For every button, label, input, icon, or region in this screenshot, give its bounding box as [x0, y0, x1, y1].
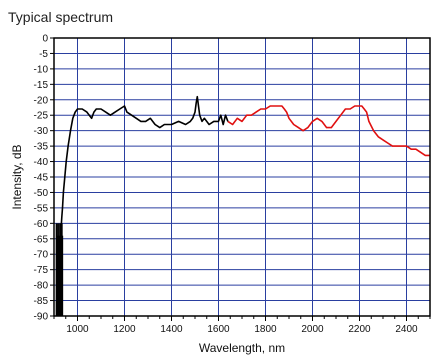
figure-heading: Typical spectrum [8, 9, 113, 25]
y-tick-label: -35 [34, 142, 49, 153]
x-tick-label: 1200 [113, 324, 136, 335]
x-axis-title: Wavelength, nm [199, 341, 285, 355]
y-tick-label: -85 [34, 296, 49, 307]
plot-area: 0 -5 -10 -15 -20 -25 -30 -35 -40 -45 -50 -55 -60 -65 -… [34, 34, 431, 335]
y-axis-title: Intensity, dB [10, 144, 24, 209]
y-tick-label: -25 [34, 111, 49, 122]
series-line-1 [57, 95, 229, 317]
y-tick-label: -50 [34, 188, 49, 199]
y-tick-label: -70 [34, 250, 49, 261]
y-tick-label: -45 [34, 173, 49, 184]
y-tick-label: -80 [34, 281, 49, 292]
x-tick-label: 1600 [207, 324, 230, 335]
x-tick-label: 2400 [395, 324, 418, 335]
x-tick-label: 2000 [301, 324, 324, 335]
y-tick-label: -15 [34, 80, 49, 91]
y-tick-label: -90 [34, 312, 49, 323]
y-tick-label: -5 [39, 49, 48, 60]
y-tick-label: -30 [34, 126, 49, 137]
y-tick-label: 0 [42, 34, 48, 45]
y-tick-label: -75 [34, 265, 49, 276]
y-tick-label: -65 [34, 234, 49, 245]
y-tick-label: -20 [34, 95, 49, 106]
y-tick-label: -55 [34, 203, 49, 214]
x-tick-label: 1800 [254, 324, 277, 335]
y-tick-label: -40 [34, 157, 49, 168]
x-tick-label: 1400 [160, 324, 183, 335]
x-tick-label: 2200 [348, 324, 371, 335]
y-tick-label: -60 [34, 219, 49, 230]
x-tick-label: 1000 [66, 324, 89, 335]
series-line-2 [227, 105, 430, 157]
y-tick-label: -10 [34, 64, 49, 75]
